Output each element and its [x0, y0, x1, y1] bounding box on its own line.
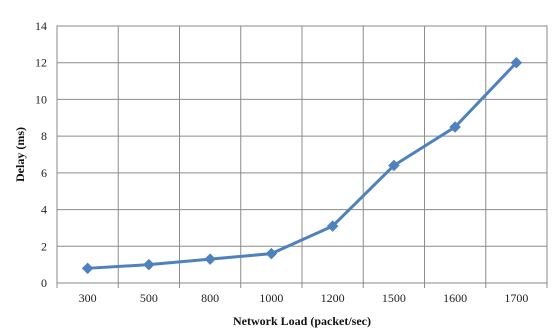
- y-tick-label: 2: [41, 239, 47, 253]
- y-tick-label: 0: [41, 276, 47, 290]
- series-line: [86, 61, 518, 270]
- data-point-marker: [326, 220, 339, 232]
- x-tick-label: 500: [140, 291, 158, 305]
- data-point-marker: [510, 56, 523, 69]
- gridlines: [56, 25, 548, 288]
- x-tick-label: 300: [79, 291, 97, 305]
- y-tick-label: 14: [35, 19, 47, 33]
- data-point-marker: [81, 262, 94, 275]
- data-point-marker: [204, 253, 216, 265]
- x-tick-label: 1600: [443, 291, 467, 305]
- y-tick-label: 4: [41, 203, 47, 217]
- data-point-marker: [449, 121, 461, 133]
- y-tick-label: 12: [35, 56, 47, 70]
- y-axis-ticks: 0 2 4 6 8 10 12 14: [35, 19, 47, 290]
- x-tick-label: 800: [201, 291, 219, 305]
- x-axis-ticks: 300 500 800 1000 1200 1500 1600 1700: [79, 291, 529, 305]
- y-tick-label: 8: [41, 129, 47, 143]
- plot-area-frame: [56, 25, 548, 284]
- x-tick-label: 1500: [382, 291, 406, 305]
- data-point-marker: [388, 159, 400, 172]
- data-point-marker: [265, 247, 278, 260]
- x-axis-label: Network Load (packet/sec): [233, 314, 371, 328]
- x-tick-label: 1200: [321, 291, 345, 305]
- y-axis-label: Delay (ms): [13, 127, 27, 182]
- data-point-marker: [143, 258, 155, 271]
- x-tick-label: 1700: [504, 291, 528, 305]
- x-tick-label: 1000: [259, 291, 283, 305]
- y-tick-label: 6: [41, 166, 47, 180]
- y-tick-label: 10: [35, 92, 47, 106]
- series-layer: [81, 56, 523, 275]
